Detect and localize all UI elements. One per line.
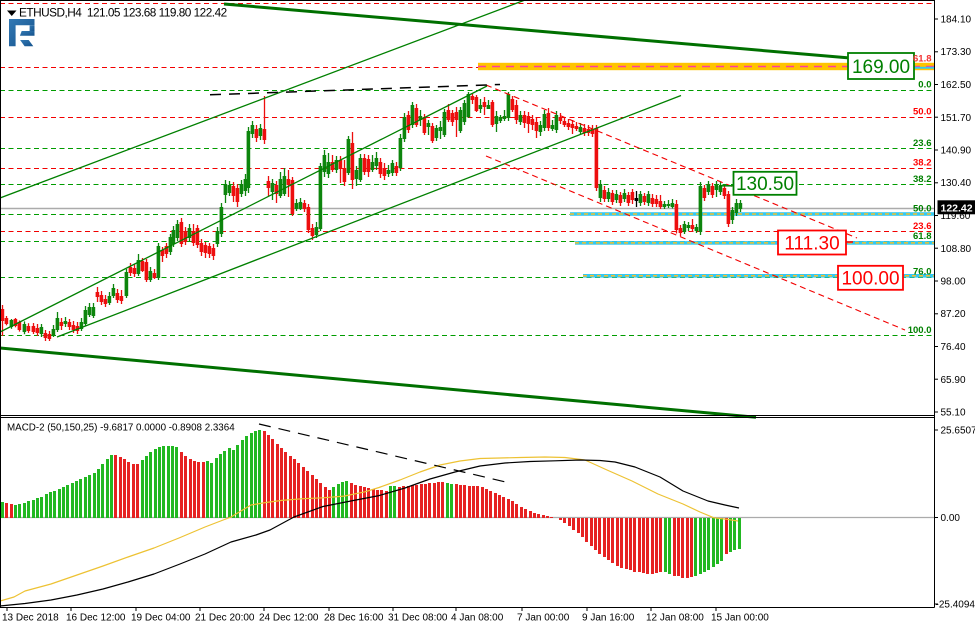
svg-text:31 Dec 08:00: 31 Dec 08:00 (388, 613, 448, 624)
svg-text:24 Dec 12:00: 24 Dec 12:00 (259, 613, 319, 624)
svg-text:50.0: 50.0 (913, 204, 932, 215)
svg-text:65.90: 65.90 (941, 375, 966, 386)
svg-text:7 Jan 00:00: 7 Jan 00:00 (517, 613, 570, 624)
svg-text:23.6: 23.6 (913, 138, 932, 149)
svg-text:50.0: 50.0 (913, 107, 932, 118)
svg-text:111.30: 111.30 (784, 233, 839, 254)
svg-text:0.0: 0.0 (918, 80, 931, 91)
svg-text:140.90: 140.90 (941, 146, 972, 157)
svg-text:28 Dec 16:00: 28 Dec 16:00 (324, 613, 384, 624)
svg-text:87.20: 87.20 (941, 309, 966, 320)
svg-text:76.40: 76.40 (941, 342, 966, 353)
svg-text:122.42: 122.42 (941, 202, 973, 214)
svg-text:38.2: 38.2 (913, 158, 932, 169)
svg-text:98.00: 98.00 (941, 277, 966, 288)
svg-text:13 Dec 2018: 13 Dec 2018 (2, 613, 59, 624)
svg-text:119.60: 119.60 (941, 211, 971, 222)
svg-text:19 Dec 04:00: 19 Dec 04:00 (131, 613, 191, 624)
svg-text:4 Jan 08:00: 4 Jan 08:00 (451, 613, 504, 624)
svg-text:23.6: 23.6 (913, 221, 932, 232)
svg-text:173.30: 173.30 (941, 47, 972, 58)
svg-text:162.50: 162.50 (941, 80, 972, 91)
svg-text:130.40: 130.40 (941, 178, 972, 189)
svg-text:21 Dec 20:00: 21 Dec 20:00 (195, 613, 255, 624)
svg-text:9 Jan 16:00: 9 Jan 16:00 (582, 613, 635, 624)
svg-text:55.10: 55.10 (941, 408, 966, 419)
svg-text:0.00: 0.00 (941, 513, 961, 524)
svg-text:ETHUSD,H4 121.05 123.68 119.8: ETHUSD,H4 121.05 123.68 119.80 122.42 (19, 6, 227, 20)
svg-text:100.0: 100.0 (908, 325, 932, 336)
svg-text:108.80: 108.80 (941, 244, 972, 255)
svg-text:25.6507: 25.6507 (941, 426, 975, 437)
svg-text:MACD-2 (50,150,25) -9.6817 0.0: MACD-2 (50,150,25) -9.6817 0.0000 -0.890… (7, 423, 235, 434)
svg-text:169.00: 169.00 (852, 57, 910, 78)
svg-text:16 Dec 12:00: 16 Dec 12:00 (66, 613, 126, 624)
svg-text:38.2: 38.2 (913, 174, 932, 185)
svg-text:15 Jan 00:00: 15 Jan 00:00 (711, 613, 769, 624)
svg-text:100.00: 100.00 (841, 269, 899, 290)
svg-text:61.8: 61.8 (913, 231, 932, 242)
svg-text:-25.4094: -25.4094 (936, 600, 975, 611)
svg-text:76.0: 76.0 (913, 267, 932, 278)
svg-text:12 Jan 08:00: 12 Jan 08:00 (646, 613, 704, 624)
svg-text:151.70: 151.70 (941, 113, 972, 124)
svg-text:184.10: 184.10 (941, 15, 972, 26)
svg-text:130.50: 130.50 (736, 174, 794, 195)
svg-text:61.8: 61.8 (913, 54, 932, 65)
